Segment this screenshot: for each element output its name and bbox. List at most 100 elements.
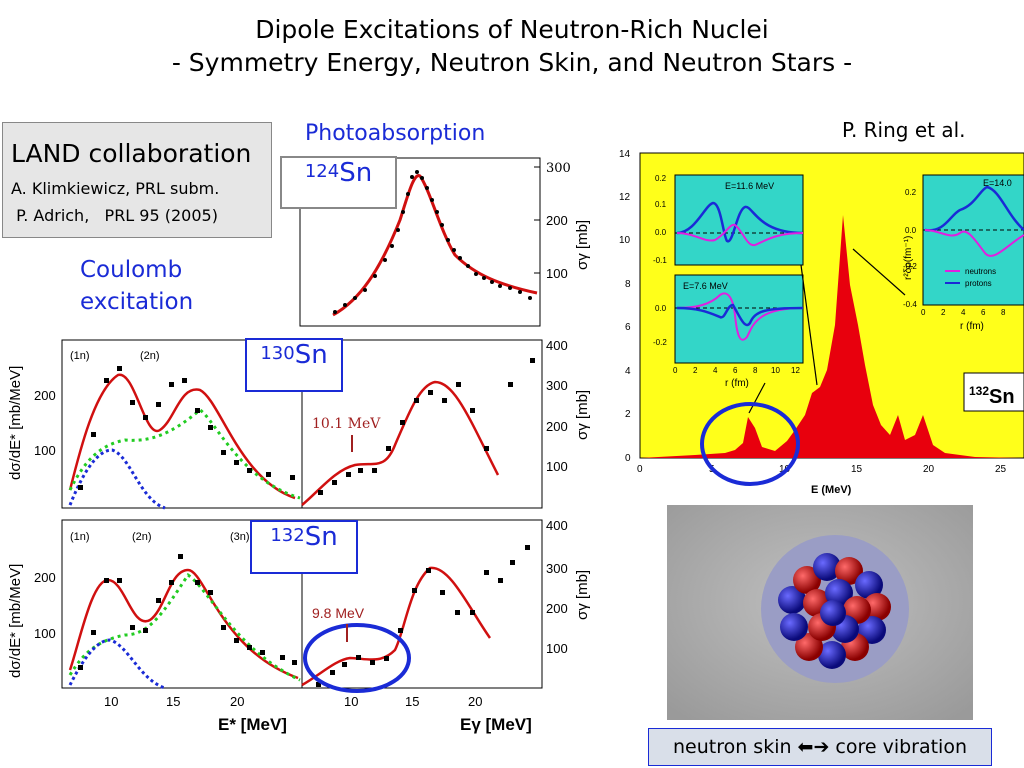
double-arrow-icon: ⬅➔ <box>797 736 830 758</box>
sn132-blue-component <box>68 638 166 690</box>
i2x2: 4 <box>713 366 718 375</box>
i3y3: -0.4 <box>903 300 917 309</box>
sn130-rtick-100: 100 <box>546 459 568 474</box>
sn130-rtick-300: 300 <box>546 378 568 393</box>
isotope-124-element: Sn <box>339 158 373 188</box>
strength-function-plot: 0 2 4 6 8 10 12 14 0 5 10 15 20 25 E (Me… <box>619 149 1024 496</box>
isotope-124-mass: 124 <box>304 161 340 182</box>
isotope-130-element: Sn <box>294 340 328 370</box>
arrow-inset2 <box>748 382 766 414</box>
sy-12: 12 <box>619 192 631 203</box>
peak-label-132: 9.8 MeV <box>312 605 365 621</box>
photoabs-frame <box>299 157 541 327</box>
photoabs-y-label: σγ [mb] <box>574 220 591 270</box>
sx-25: 25 <box>995 464 1007 475</box>
photoabs-tick-300: 300 <box>546 161 571 176</box>
land-heading: LAND collaboration <box>11 139 252 168</box>
right-x-label: Eγ [MeV] <box>460 715 532 734</box>
strength-x-label: E (MeV) <box>811 484 852 496</box>
photoabs-tick-200: 200 <box>546 213 568 228</box>
sx-15: 15 <box>851 464 863 475</box>
marker-2n-132: (2n) <box>132 531 152 543</box>
arrow-inset1 <box>800 264 818 386</box>
inset-7-6-frame <box>674 274 804 364</box>
sx-20: 20 <box>923 464 935 475</box>
isotope-box-130sn: 130 Sn <box>245 338 343 392</box>
plot-isotope-element: Sn <box>989 386 1015 408</box>
caption-box: neutron skin ⬅➔ core vibration <box>648 728 992 766</box>
photoabs-tick-100: 100 <box>546 266 568 281</box>
sn130-right-fit <box>301 380 500 506</box>
i3y1: 0.0 <box>905 226 917 235</box>
right-xtick-15: 15 <box>405 694 419 709</box>
inset-7-6-x-label: r (fm) <box>725 378 749 389</box>
marker-3n-132: (3n) <box>230 531 250 543</box>
inset-7-6-label: E=7.6 MeV <box>683 281 728 291</box>
i3y2: -0.2 <box>903 262 917 271</box>
sn132-y-label: dσ/dE* [mb/MeV] <box>7 564 24 678</box>
isotope-box-124sn: 124 Sn <box>280 156 397 209</box>
sy-8: 8 <box>625 279 631 290</box>
sy-4: 4 <box>625 366 631 377</box>
caption-right: core vibration <box>835 736 968 758</box>
sn132-rtick-400: 400 <box>546 518 568 533</box>
sx-0: 0 <box>637 464 643 475</box>
i2x1: 2 <box>693 366 698 375</box>
i2x5: 10 <box>771 366 780 375</box>
i2x3: 6 <box>733 366 738 375</box>
nucleon-spheres <box>778 553 891 669</box>
left-x-label: E* [MeV] <box>218 715 287 734</box>
legend-neutrons: neutrons <box>965 267 996 276</box>
sn132-green-component <box>68 572 301 682</box>
photoabs-points <box>333 170 532 314</box>
sy-0: 0 <box>625 453 631 464</box>
strength-y-ticks: 0 2 4 6 8 10 12 14 <box>619 149 631 464</box>
peak-label-130: 10.1 MeV <box>312 416 381 432</box>
inset-14-frame <box>922 174 1024 306</box>
isotope-130-mass: 130 <box>260 343 295 364</box>
sn132-points <box>78 545 530 687</box>
i1y0: 0.2 <box>655 174 667 183</box>
sn132-rtick-300: 300 <box>546 561 568 576</box>
photoabs-right-ticks <box>534 166 540 274</box>
plot-isotope-mass: 132 <box>969 384 989 398</box>
isotope-132-mass: 132 <box>270 525 305 546</box>
inset-11-6-label: E=11.6 MeV <box>725 181 774 191</box>
sy-10: 10 <box>619 235 631 246</box>
sy-14: 14 <box>619 149 631 160</box>
nucleus-illustration <box>667 505 973 720</box>
left-xtick-15: 15 <box>166 694 180 709</box>
right-xtick-10: 10 <box>344 694 358 709</box>
right-xtick-20: 20 <box>468 694 482 709</box>
sn130-blue-component <box>68 448 166 510</box>
sn132-right-y-label: σγ [mb] <box>574 570 591 620</box>
coulomb-label-2: excitation <box>80 289 194 315</box>
slide-title: Dipole Excitations of Neutron-Rich Nucle… <box>255 15 769 44</box>
i2y1: -0.2 <box>653 338 667 347</box>
isotope-box-132sn: 132 Sn <box>250 520 358 574</box>
sn130-points <box>78 358 535 495</box>
sn132-ytick-100: 100 <box>34 626 56 641</box>
sy-2: 2 <box>625 409 631 420</box>
sn132-rtick-200: 200 <box>546 601 568 616</box>
land-reference-1: A. Klimkiewicz, PRL subm. <box>11 179 220 198</box>
marker-1n-130: (1n) <box>70 350 90 362</box>
i2y0: 0.0 <box>655 304 667 313</box>
photoabsorption-label: Photoabsorption <box>305 121 486 146</box>
sn132-highlight-ellipse <box>303 623 411 693</box>
i3x2: 4 <box>961 308 966 317</box>
legend-protons: protons <box>965 279 992 288</box>
inset-14-y-label: r²δρ(fm⁻¹) <box>903 236 914 280</box>
i2x4: 8 <box>753 366 758 375</box>
plot-isotope-box <box>963 372 1024 412</box>
arrow-inset3 <box>852 248 906 296</box>
sn132-fit <box>68 568 299 680</box>
land-collaboration-box: LAND collaboration A. Klimkiewicz, PRL s… <box>2 122 272 238</box>
caption-left: neutron skin <box>672 736 792 758</box>
i2x6: 12 <box>791 366 800 375</box>
marker-2n-130: (2n) <box>140 350 160 362</box>
plot-isotope-label: 132Sn <box>969 384 1015 408</box>
left-xtick-20: 20 <box>230 694 244 709</box>
sn130-ytick-100: 100 <box>34 443 56 458</box>
sn130-rtick-200: 200 <box>546 419 568 434</box>
